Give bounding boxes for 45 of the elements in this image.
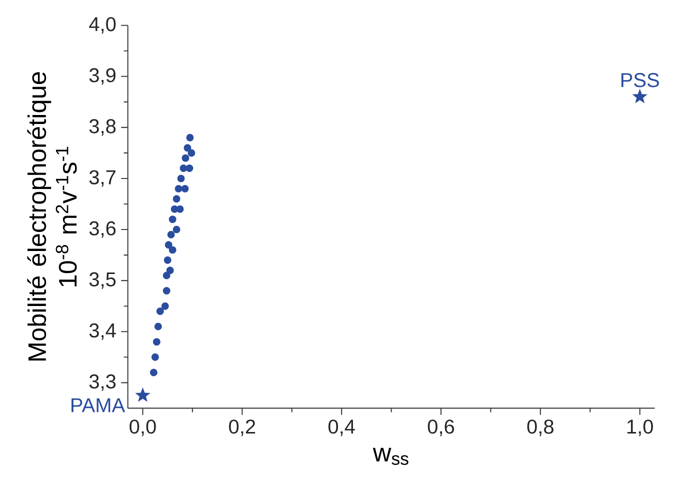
- point: [152, 338, 160, 346]
- point: [166, 266, 174, 274]
- y-tick-label: 3,9: [89, 68, 116, 85]
- point: [188, 149, 196, 157]
- point: [168, 246, 176, 254]
- point: [180, 164, 188, 172]
- annotation: PSS: [621, 72, 659, 88]
- point: [176, 205, 184, 213]
- x-axis-title: w$_{ss}$: [372, 448, 408, 465]
- x-tick-label: 0,8: [527, 419, 554, 436]
- point: [168, 215, 176, 223]
- point: [164, 240, 172, 248]
- annotation: PAMA: [72, 398, 126, 412]
- point: [186, 134, 194, 142]
- point: [164, 256, 172, 264]
- point: [151, 353, 159, 361]
- point: [172, 195, 180, 203]
- point: [186, 164, 194, 172]
- point: [135, 387, 150, 402]
- y-tick-label: 3,7: [89, 170, 116, 187]
- point: [184, 144, 192, 152]
- x-tick-label: 0,4: [328, 419, 355, 436]
- point: [172, 226, 180, 234]
- point: [156, 307, 164, 315]
- point: [162, 286, 170, 294]
- y-tick-label: 3,4: [89, 323, 116, 340]
- point: [177, 174, 185, 182]
- point: [174, 184, 182, 192]
- y-tick-label: 3,8: [89, 119, 116, 136]
- point: [161, 302, 169, 310]
- y-tick-label: 4,0: [89, 16, 116, 34]
- y-tick-label: 3,5: [89, 272, 116, 289]
- point: [632, 88, 648, 104]
- point: [150, 368, 158, 376]
- x-tick-label: 0,0: [130, 419, 156, 436]
- point: [167, 230, 175, 238]
- point: [182, 154, 190, 162]
- y-tick-label: 3,6: [89, 221, 116, 238]
- x-tick-label: 0,6: [428, 419, 454, 436]
- point: [162, 272, 170, 280]
- point: [154, 322, 162, 330]
- point: [181, 184, 189, 192]
- y-tick-label: 3,3: [89, 374, 116, 391]
- x-tick-label: 0,2: [229, 419, 256, 436]
- x-tick-label: 1,0: [627, 419, 653, 436]
